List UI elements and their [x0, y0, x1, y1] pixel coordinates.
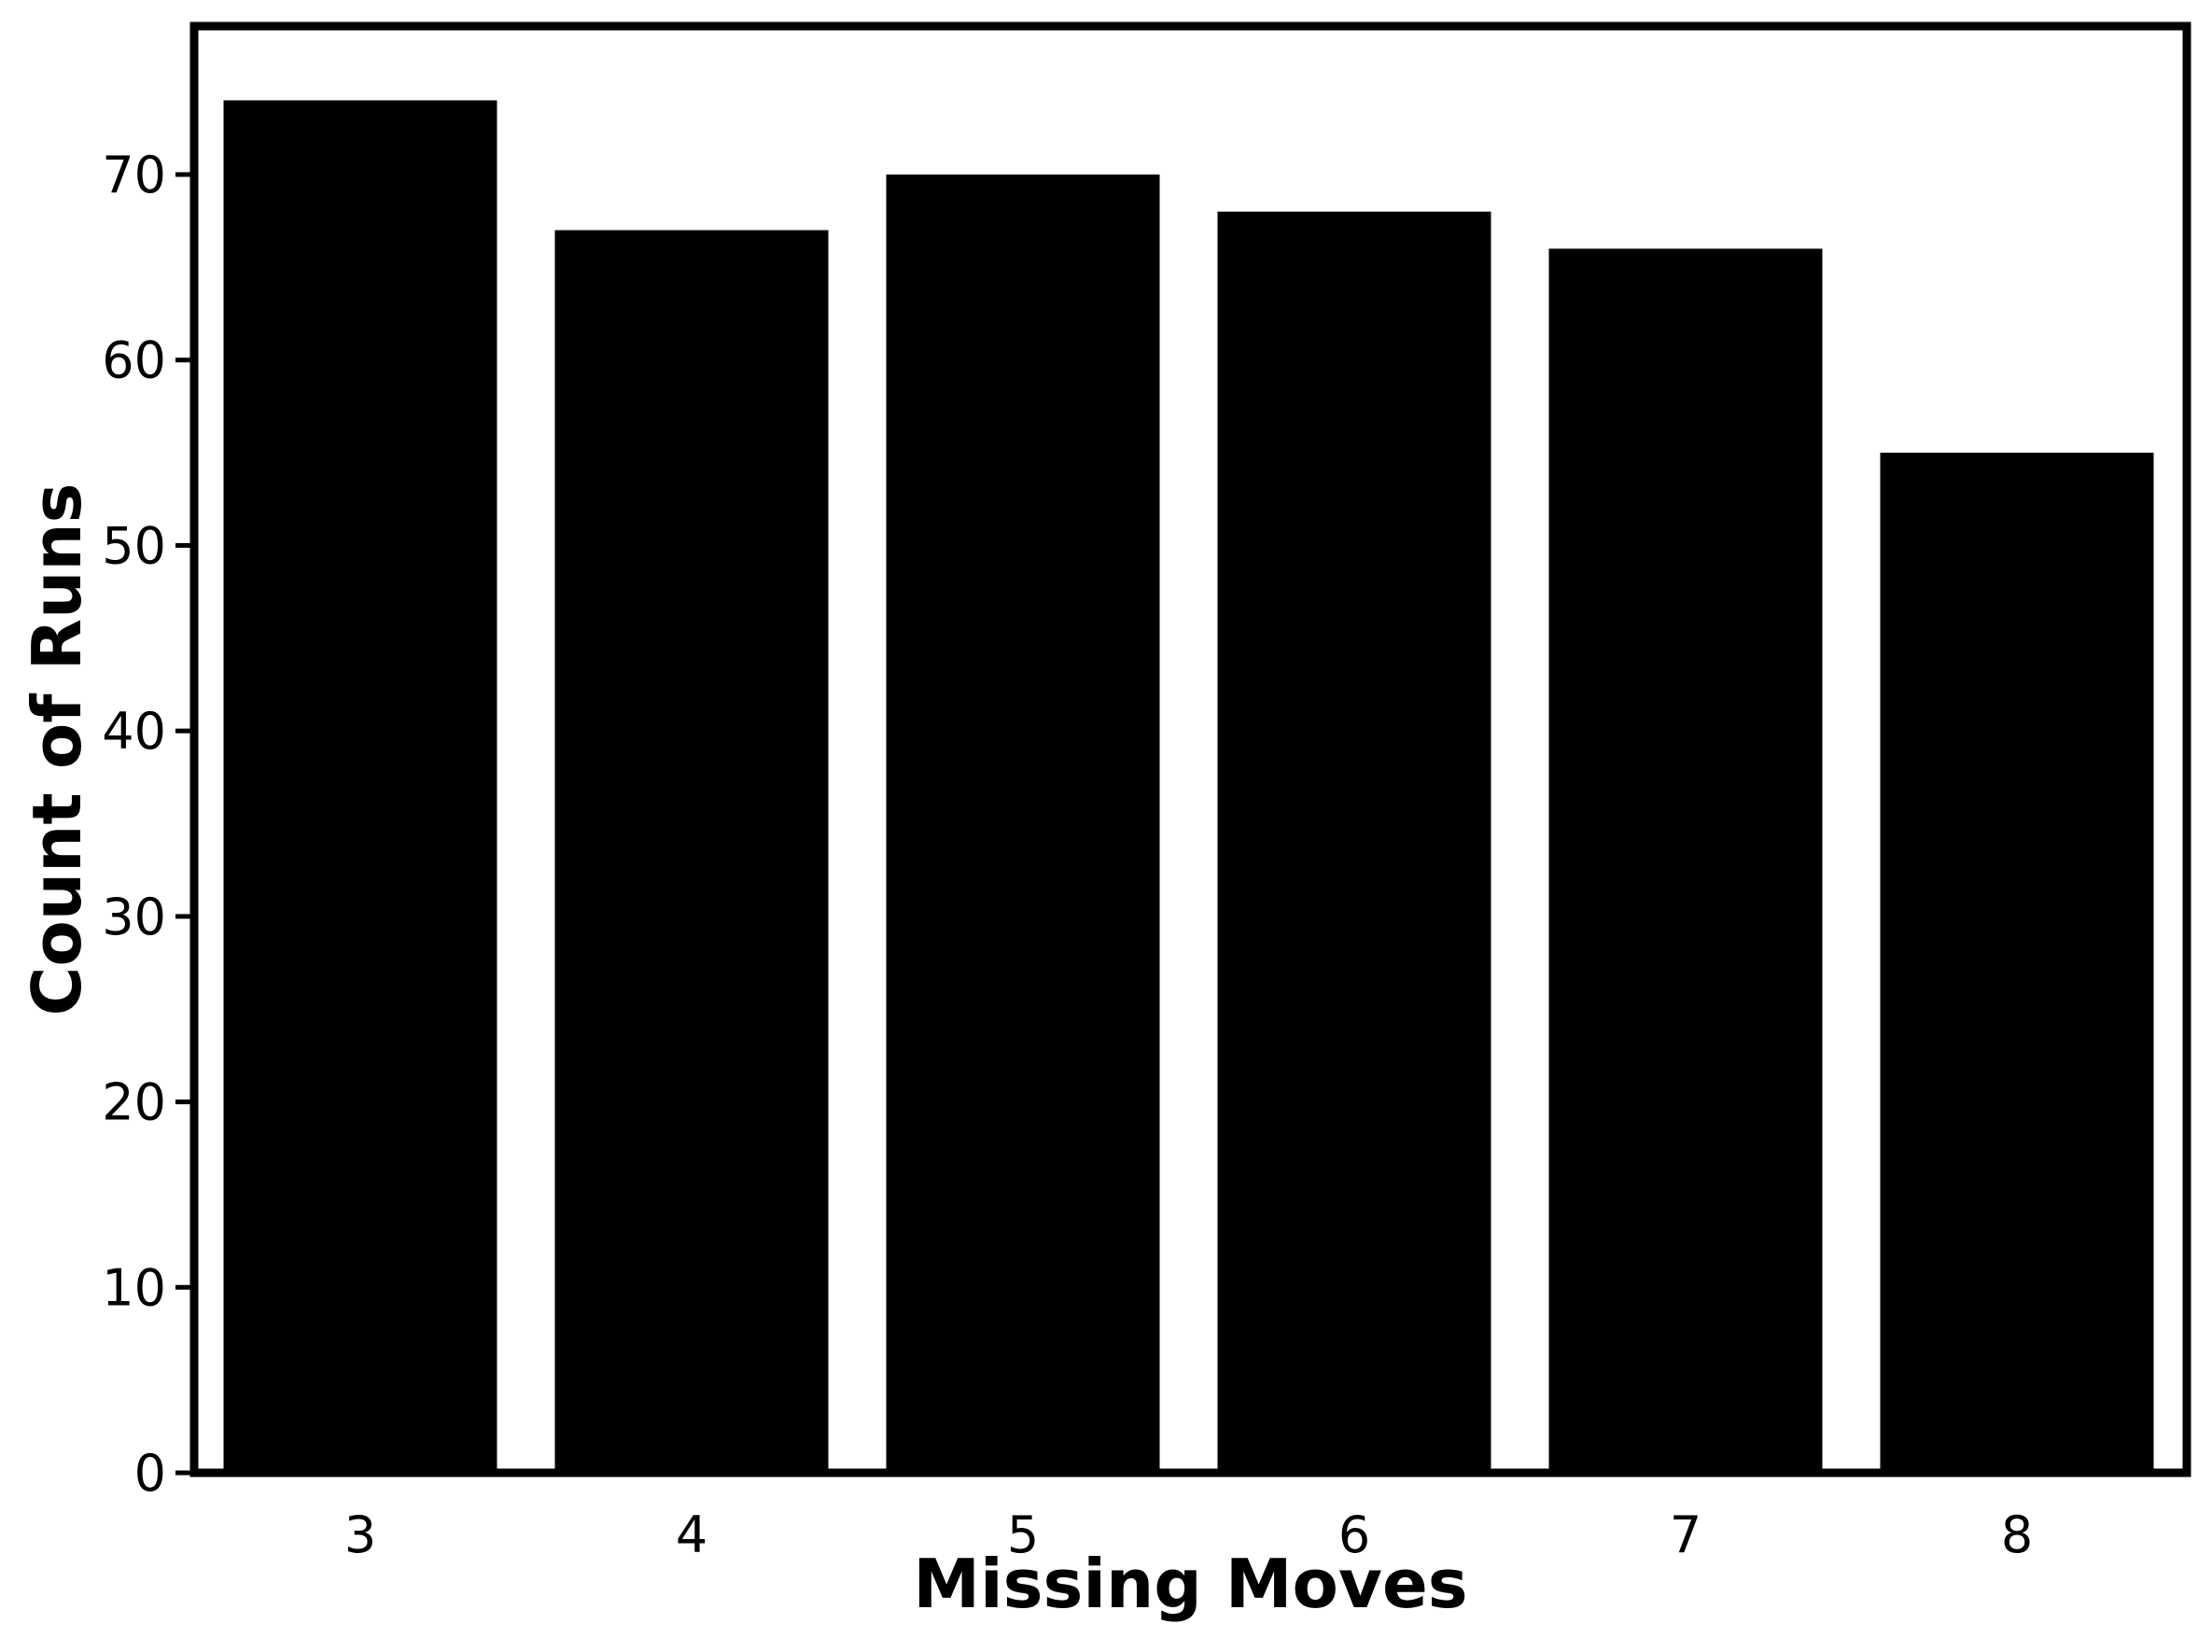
bar-4 — [554, 230, 829, 1474]
bar-5 — [886, 174, 1160, 1473]
x-axis-label: Missing Moves — [913, 1545, 1467, 1623]
y-tick-label-0: 0 — [134, 1444, 166, 1503]
bar-6 — [1217, 211, 1491, 1474]
x-tick-label-4: 4 — [676, 1505, 707, 1564]
x-tick-label-3: 3 — [344, 1505, 376, 1564]
y-axis-ticks: 0 10 20 30 40 50 60 70 — [102, 146, 194, 1503]
axes-frame — [189, 21, 2191, 1477]
y-tick-label-70: 70 — [102, 146, 166, 204]
y-tick-label-10: 10 — [102, 1258, 166, 1317]
y-tick-label-60: 60 — [102, 331, 166, 390]
y-tick-label-40: 40 — [102, 702, 166, 761]
y-tick-label-30: 30 — [102, 888, 166, 946]
x-tick-label-5: 5 — [1007, 1505, 1039, 1564]
y-tick-label-20: 20 — [102, 1073, 166, 1132]
y-tick-label-50: 50 — [102, 516, 166, 575]
x-axis-ticks: 3 4 5 6 7 8 — [344, 1505, 2033, 1564]
bar-3 — [223, 100, 497, 1473]
x-tick-label-8: 8 — [2001, 1505, 2033, 1564]
x-tick-label-6: 6 — [1338, 1505, 1370, 1564]
x-tick-label-7: 7 — [1670, 1505, 1701, 1564]
bars — [223, 100, 2154, 1474]
y-axis-label: Count of Runs — [18, 483, 96, 1016]
bar-8 — [1880, 453, 2154, 1473]
bar-7 — [1548, 248, 1823, 1473]
